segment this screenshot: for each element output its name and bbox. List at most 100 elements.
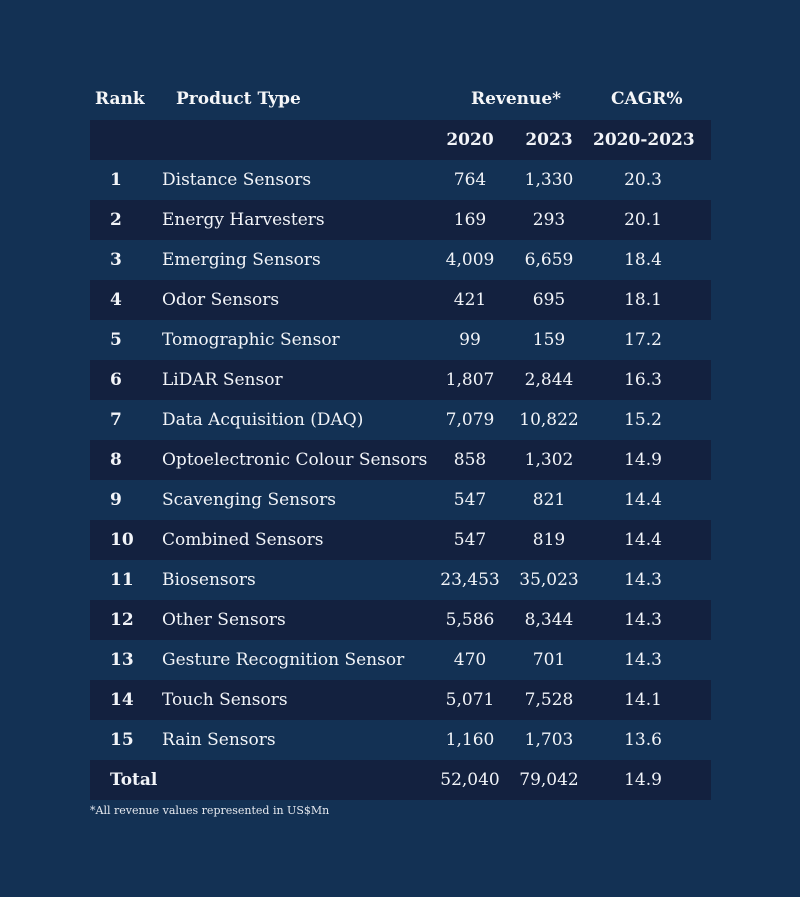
revenue-2020-cell: 1,807 — [445, 370, 495, 390]
rank-cell: 1 — [110, 170, 122, 190]
revenue-2020-cell: 7,079 — [445, 410, 495, 430]
rank-cell: 14 — [110, 690, 134, 710]
revenue-2020-cell: 5,586 — [445, 610, 495, 630]
cagr-cell: 14.3 — [624, 610, 662, 630]
rank-cell: 5 — [110, 330, 122, 350]
revenue-2023-cell: 159 — [532, 330, 566, 350]
table-row: 2 Energy Harvesters 169 293 20.1 — [90, 200, 711, 240]
rank-cell: 3 — [110, 250, 122, 270]
total-revenue-2023: 79,042 — [519, 770, 579, 790]
revenue-2023-cell: 8,344 — [524, 610, 574, 630]
cagr-cell: 18.1 — [624, 290, 662, 310]
revenue-2023-cell: 10,822 — [519, 410, 579, 430]
subheader-period: 2020-2023 — [593, 130, 695, 150]
product-type-cell: Scavenging Sensors — [162, 490, 336, 510]
revenue-2023-cell: 35,023 — [519, 570, 579, 590]
revenue-2023-cell: 293 — [532, 210, 566, 230]
rank-cell: 6 — [110, 370, 122, 390]
rank-cell: 12 — [110, 610, 134, 630]
revenue-2023-cell: 695 — [532, 290, 566, 310]
revenue-2023-cell: 701 — [532, 650, 566, 670]
rank-cell: 15 — [110, 730, 134, 750]
cagr-cell: 14.4 — [624, 530, 662, 550]
header-product-type: Product Type — [176, 89, 301, 109]
product-type-cell: Other Sensors — [162, 610, 286, 630]
product-type-cell: LiDAR Sensor — [162, 370, 283, 390]
total-row: Total 52,040 79,042 14.9 — [90, 760, 711, 800]
total-label: Total — [110, 770, 158, 790]
revenue-2020-cell: 169 — [453, 210, 487, 230]
product-type-cell: Data Acquisition (DAQ) — [162, 410, 364, 430]
product-type-cell: Touch Sensors — [162, 690, 288, 710]
cagr-cell: 17.2 — [624, 330, 662, 350]
product-type-cell: Optoelectronic Colour Sensors — [162, 450, 428, 470]
product-type-cell: Gesture Recognition Sensor — [162, 650, 405, 670]
product-type-cell: Combined Sensors — [162, 530, 324, 550]
revenue-2023-cell: 1,302 — [524, 450, 574, 470]
cagr-cell: 20.1 — [624, 210, 662, 230]
table-row: 5 Tomographic Sensor 99 159 17.2 — [90, 320, 711, 360]
header-revenue: Revenue* — [471, 89, 562, 109]
subheader-row: 2020 2023 2020-2023 — [90, 120, 711, 160]
revenue-2020-cell: 547 — [453, 530, 487, 550]
revenue-2020-cell: 764 — [453, 170, 487, 190]
rank-cell: 13 — [110, 650, 134, 670]
revenue-2020-cell: 547 — [453, 490, 487, 510]
rank-cell: 7 — [110, 410, 122, 430]
table-row: 7 Data Acquisition (DAQ) 7,079 10,822 15.2 — [90, 400, 711, 440]
subheader-2020: 2020 — [446, 130, 494, 150]
rank-cell: 8 — [110, 450, 122, 470]
table-row: 15 Rain Sensors 1,160 1,703 13.6 — [90, 720, 711, 760]
rank-cell: 9 — [110, 490, 122, 510]
revenue-2023-cell: 2,844 — [524, 370, 574, 390]
cagr-cell: 14.9 — [624, 450, 662, 470]
cagr-cell: 20.3 — [624, 170, 662, 190]
product-type-cell: Rain Sensors — [162, 730, 276, 750]
sensor-revenue-table: 2020 2023 2020-2023 1 Distance Sensors 764… — [90, 120, 711, 800]
total-cagr: 14.9 — [624, 770, 662, 790]
table-row: 8 Optoelectronic Colour Sensors 858 1,302 14… — [90, 440, 711, 480]
table-row: 13 Gesture Recognition Sensor 470 701 14.3 — [90, 640, 711, 680]
header-cagr: CAGR% — [611, 89, 683, 109]
table-row: 4 Odor Sensors 421 695 18.1 — [90, 280, 711, 320]
table-row: 10 Combined Sensors 547 819 14.4 — [90, 520, 711, 560]
table-row: 12 Other Sensors 5,586 8,344 14.3 — [90, 600, 711, 640]
product-type-cell: Energy Harvesters — [162, 210, 325, 230]
revenue-2023-cell: 1,703 — [524, 730, 574, 750]
table-row: 14 Touch Sensors 5,071 7,528 14.1 — [90, 680, 711, 720]
revenue-2023-cell: 1,330 — [524, 170, 574, 190]
revenue-2023-cell: 7,528 — [524, 690, 574, 710]
cagr-cell: 13.6 — [624, 730, 662, 750]
product-type-cell: Biosensors — [162, 570, 256, 590]
revenue-2020-cell: 1,160 — [445, 730, 495, 750]
table-row: 1 Distance Sensors 764 1,330 20.3 — [90, 160, 711, 200]
product-type-cell: Distance Sensors — [162, 170, 312, 190]
header-rank: Rank — [95, 89, 145, 109]
product-type-cell: Tomographic Sensor — [162, 330, 340, 350]
revenue-2023-cell: 821 — [532, 490, 566, 510]
cagr-cell: 18.4 — [624, 250, 662, 270]
table-row: 6 LiDAR Sensor 1,807 2,844 16.3 — [90, 360, 711, 400]
revenue-2020-cell: 23,453 — [440, 570, 500, 590]
product-type-cell: Odor Sensors — [162, 290, 280, 310]
revenue-2023-cell: 6,659 — [524, 250, 574, 270]
rank-cell: 2 — [110, 210, 122, 230]
revenue-2020-cell: 858 — [453, 450, 487, 470]
rank-cell: 4 — [110, 290, 122, 310]
revenue-2020-cell: 4,009 — [445, 250, 495, 270]
table-row: 11 Biosensors 23,453 35,023 14.3 — [90, 560, 711, 600]
revenue-2023-cell: 819 — [532, 530, 566, 550]
cagr-cell: 14.4 — [624, 490, 662, 510]
cagr-cell: 16.3 — [624, 370, 662, 390]
rank-cell: 11 — [110, 570, 134, 590]
product-type-cell: Emerging Sensors — [162, 250, 321, 270]
table-row: 3 Emerging Sensors 4,009 6,659 18.4 — [90, 240, 711, 280]
revenue-2020-cell: 421 — [453, 290, 487, 310]
cagr-cell: 14.3 — [624, 570, 662, 590]
cagr-cell: 14.1 — [624, 690, 662, 710]
revenue-2020-cell: 5,071 — [445, 690, 495, 710]
cagr-cell: 14.3 — [624, 650, 662, 670]
footnote: *All revenue values represented in US$Mn — [90, 804, 330, 817]
subheader-2023: 2023 — [525, 130, 573, 150]
